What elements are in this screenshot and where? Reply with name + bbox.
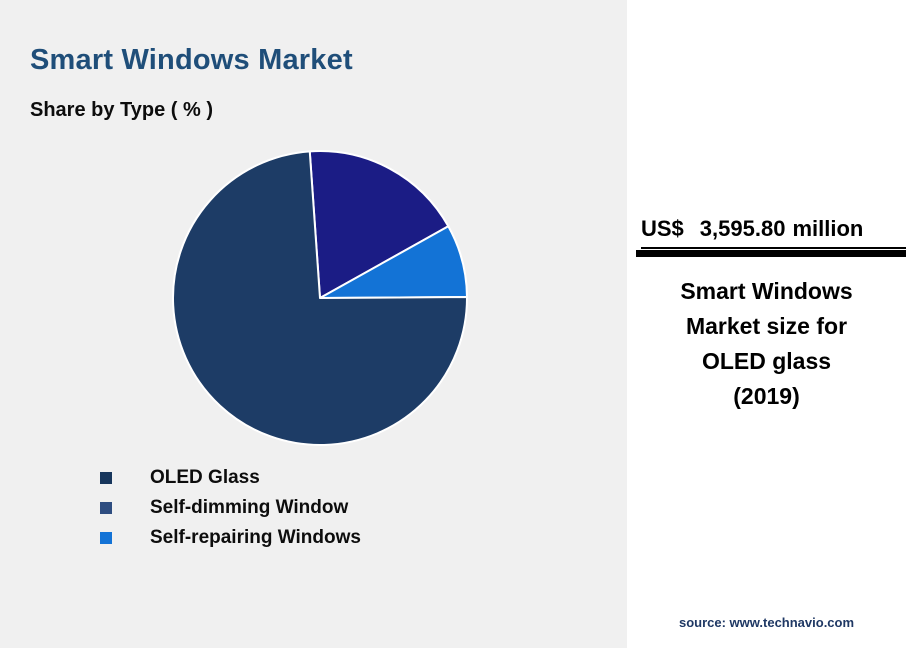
legend-marker-self-dimming (100, 502, 112, 514)
pie-chart (170, 148, 470, 448)
caption-line: OLED glass (701, 348, 832, 374)
chart-legend: OLED Glass Self-dimming Window Self-repa… (100, 463, 361, 553)
pie-slice-oled-glass (172, 150, 468, 446)
legend-item: Self-repairing Windows (100, 523, 361, 553)
market-caption: Smart Windows Market size for OLED glass… (627, 274, 906, 414)
legend-item: Self-dimming Window (100, 493, 361, 523)
page-title: Smart Windows Market (30, 44, 353, 76)
divider-bar (636, 250, 906, 257)
legend-marker-oled-glass (100, 472, 112, 484)
legend-label: Self-repairing Windows (150, 527, 361, 548)
pie-slice-self-dimming-window (308, 150, 450, 299)
source-credit: source: www.technavio.com (678, 615, 855, 630)
caption-line: (2019) (733, 383, 800, 409)
currency-label: US$ (641, 216, 684, 241)
caption-line: Market size for (685, 313, 848, 339)
legend-marker-self-repairing (100, 532, 112, 544)
amount-value: 3,595.80 (699, 216, 786, 241)
unit-label: million (792, 216, 864, 241)
chart-panel: Smart Windows Market Share by Type ( % )… (0, 0, 627, 648)
legend-label: Self-dimming Window (150, 497, 349, 518)
highlight-panel: US$ 3,595.80 million Smart Windows Market … (627, 0, 906, 648)
legend-label: OLED Glass (150, 467, 260, 488)
caption-line: Smart Windows (680, 278, 853, 304)
legend-item: OLED Glass (100, 463, 361, 493)
chart-subtitle: Share by Type ( % ) (30, 99, 214, 121)
market-value: US$ 3,595.80 million (641, 216, 906, 249)
pie-chart-svg (172, 150, 468, 446)
